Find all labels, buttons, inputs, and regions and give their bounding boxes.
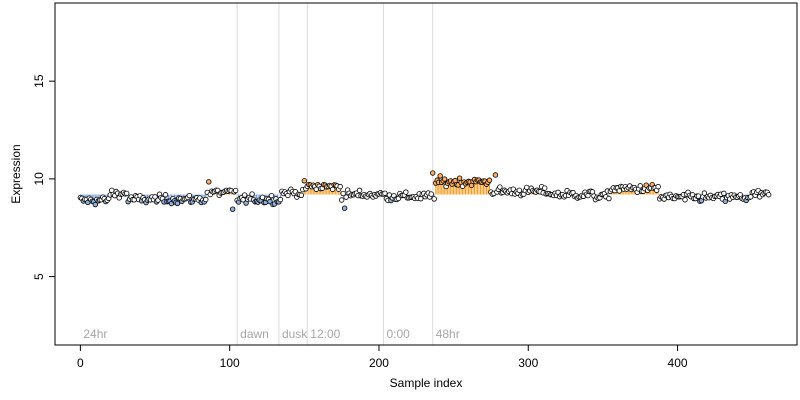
data-point bbox=[606, 195, 612, 202]
data-point bbox=[341, 205, 348, 211]
data-point bbox=[382, 190, 388, 196]
marker-label: 24hr bbox=[83, 327, 107, 341]
x-axis-title: Sample index bbox=[390, 376, 463, 390]
plot-frame bbox=[54, 2, 798, 346]
data-point bbox=[340, 190, 346, 197]
data-point bbox=[268, 192, 275, 199]
data-point bbox=[695, 193, 702, 199]
x-tick-label: 0 bbox=[77, 356, 84, 370]
x-axis: 0 100 200 300 400 bbox=[77, 345, 688, 370]
data-point bbox=[337, 183, 343, 190]
data-point bbox=[430, 170, 436, 176]
data-point bbox=[229, 206, 236, 212]
data-point bbox=[259, 194, 266, 201]
x-tick-label: 200 bbox=[369, 356, 389, 370]
marker-label: 12:00 bbox=[310, 327, 340, 341]
data-point bbox=[203, 196, 209, 203]
data-point bbox=[329, 186, 336, 193]
data-point bbox=[431, 196, 437, 202]
data-point bbox=[206, 179, 212, 185]
data-point bbox=[241, 192, 248, 198]
marker-label: 0:00 bbox=[386, 327, 410, 341]
data-point bbox=[249, 191, 255, 197]
data-point bbox=[486, 177, 493, 183]
data-point bbox=[456, 175, 463, 181]
data-point bbox=[492, 172, 499, 178]
data-point bbox=[721, 190, 727, 197]
marker-label: dawn bbox=[240, 327, 269, 341]
data-point bbox=[637, 183, 643, 189]
data-point bbox=[765, 192, 772, 198]
x-tick-label: 100 bbox=[220, 356, 240, 370]
y-axis-title: Expression bbox=[9, 144, 23, 203]
x-tick-label: 300 bbox=[518, 356, 538, 370]
marker-label: dusk bbox=[282, 327, 308, 341]
data-point bbox=[301, 178, 308, 184]
data-point bbox=[497, 184, 503, 190]
data-point bbox=[541, 185, 548, 191]
data-point bbox=[403, 189, 409, 195]
data-point bbox=[277, 196, 284, 203]
marker-label: 48hr bbox=[436, 327, 460, 341]
data-point bbox=[356, 187, 363, 194]
data-point bbox=[298, 192, 305, 198]
y-tick-label: 15 bbox=[32, 74, 46, 88]
data-point bbox=[516, 187, 523, 194]
data-point bbox=[232, 187, 239, 194]
y-tick-label: 10 bbox=[32, 172, 46, 186]
data-point bbox=[441, 176, 448, 182]
y-tick-label: 5 bbox=[32, 273, 46, 280]
data-point bbox=[437, 173, 443, 179]
data-point bbox=[428, 191, 434, 197]
data-point bbox=[123, 190, 130, 197]
data-point bbox=[162, 192, 169, 198]
data-point bbox=[682, 197, 688, 203]
data-point bbox=[338, 197, 345, 203]
marker-label-layer: 24hr dawn dusk 12:00 0:00 48hr bbox=[83, 327, 459, 341]
marker-line-layer bbox=[236, 3, 434, 345]
y-axis: 5 10 15 bbox=[32, 74, 55, 280]
data-point bbox=[655, 183, 661, 190]
data-point bbox=[186, 192, 193, 199]
data-point bbox=[152, 194, 158, 200]
point-layer bbox=[77, 170, 772, 212]
x-tick-label: 400 bbox=[668, 356, 688, 370]
data-point bbox=[174, 200, 181, 207]
data-point bbox=[92, 201, 99, 208]
data-point bbox=[701, 190, 708, 196]
